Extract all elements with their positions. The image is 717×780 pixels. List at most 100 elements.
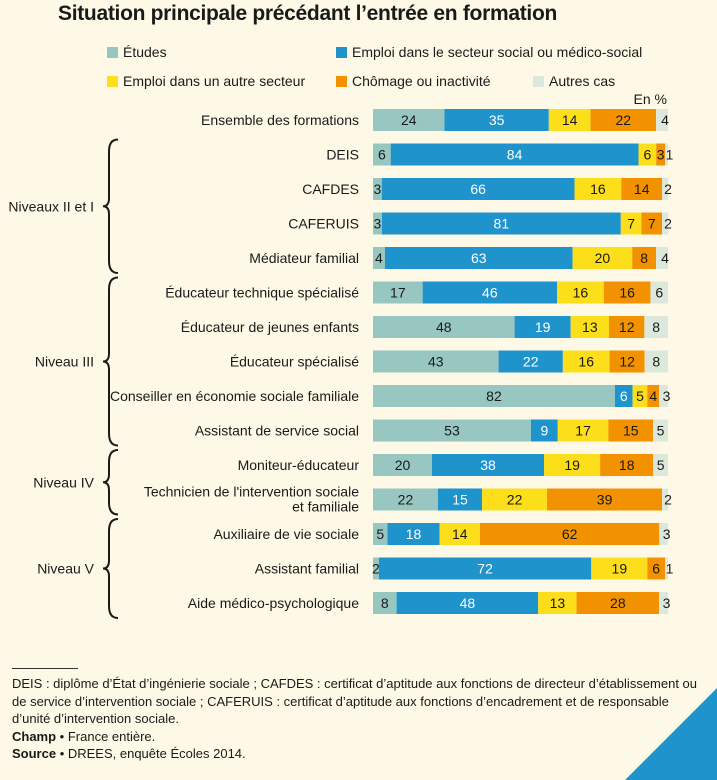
bar-segment-8-1 [614,385,633,407]
data-label-14-4: 3 [663,595,671,611]
data-label-4-2: 20 [595,250,611,266]
bar-segment-0-0 [373,109,445,131]
data-label-7-4: 8 [652,354,660,370]
bar-segment-11-3 [547,488,663,511]
data-label-2-1: 66 [470,181,486,197]
bar-segment-0-1 [444,109,549,131]
data-label-2-4: 2 [664,181,672,197]
stacked-bar-chart: Études Emploi dans le secteur social ou m… [8,44,674,619]
data-label-8-3: 4 [649,388,657,404]
data-label-4-4: 4 [661,250,669,266]
bar-segment-6-4 [644,316,668,338]
bar-segment-10-3 [600,454,654,476]
category-label-5: Éducateur technique spécialisé [165,285,359,301]
bar-segment-12-1 [387,523,440,545]
data-label-9-1: 9 [540,423,548,439]
bar-segment-6-0 [373,316,515,338]
data-label-3-3: 7 [648,216,656,232]
data-label-12-0: 5 [376,526,384,542]
data-label-7-0: 43 [428,354,444,370]
group-brace-2 [102,449,119,516]
champ-text: France entière. [67,728,156,744]
category-label-12: Auxiliaire de vie sociale [213,526,359,542]
bar-segment-4-0 [373,247,385,269]
bar-segment-8-3 [647,385,660,407]
bar-segment-11-4 [662,488,668,511]
bar-segment-14-0 [373,592,397,614]
data-label-0-0: 24 [401,112,417,128]
bar-segment-3-3 [641,212,663,235]
category-label-8: Conseiller en économie sociale familiale [110,388,359,404]
bar-segment-14-3 [576,592,660,614]
data-label-7-2: 16 [578,354,594,370]
group-label-0: Niveaux II et I [8,198,94,214]
bar-segment-9-2 [557,419,609,442]
data-label-9-0: 53 [444,423,460,439]
bar-segment-9-3 [608,419,654,442]
data-label-0-3: 22 [616,112,632,128]
data-label-1-0: 6 [378,147,386,163]
bar-segment-13-2 [591,557,648,580]
bar-segment-2-2 [574,178,622,200]
bar-segment-13-3 [647,557,666,580]
data-label-0-1: 35 [489,112,505,128]
data-label-2-3: 14 [634,181,650,197]
data-label-5-4: 6 [655,285,663,301]
bar-segment-6-2 [570,316,609,338]
category-label-10: Moniteur-éducateur [238,457,360,473]
unit-label: En % [634,91,667,107]
bar-segment-6-1 [514,316,571,338]
bar-segment-10-2 [544,454,601,476]
bar-segment-8-4 [659,385,668,407]
data-label-0-4: 4 [661,112,669,128]
legend-label-1: Emploi dans le secteur social ou médico-… [352,44,642,60]
data-label-8-0: 82 [486,388,502,404]
data-label-12-1: 18 [406,526,422,542]
bar-segment-3-2 [620,212,642,235]
data-label-6-1: 19 [535,319,551,335]
bar-segment-5-4 [650,281,668,304]
data-label-13-1: 72 [477,561,493,577]
bar-segment-2-4 [662,178,668,200]
legend-label-2: Emploi dans un autre secteur [123,73,305,89]
data-label-12-2: 14 [452,526,468,542]
bar-segment-1-1 [390,143,639,166]
bar-segment-3-4 [662,212,668,235]
data-label-2-0: 3 [373,181,381,197]
champ-label: Champ [12,728,57,744]
data-label-11-4: 2 [664,492,672,508]
data-label-6-0: 48 [436,319,452,335]
data-label-13-2: 19 [612,561,628,577]
data-label-5-3: 16 [619,285,635,301]
data-label-4-3: 8 [640,250,648,266]
bar-segment-14-4 [659,592,668,614]
data-label-14-2: 13 [550,595,566,611]
bar-segment-9-0 [373,419,531,442]
footer-definitions: DEIS : diplôme d’État d’ingénierie socia… [12,676,698,726]
data-label-8-2: 5 [636,388,644,404]
data-label-1-3: 3 [657,147,665,163]
data-label-3-1: 81 [494,216,510,232]
bar-segment-3-1 [381,212,621,235]
data-label-4-0: 4 [375,250,383,266]
data-label-1-4: 1 [666,147,674,163]
data-label-10-4: 5 [657,457,665,473]
group-label-2: Niveau IV [33,474,94,490]
data-label-11-1: 15 [452,492,468,508]
legend-swatch-3 [336,76,347,87]
legend-label-0: Études [123,44,167,60]
category-label-4: Médiateur familial [249,250,359,266]
bar-segment-13-0 [373,557,379,580]
group-label-1: Niveau III [35,354,94,370]
data-label-12-3: 62 [562,526,578,542]
data-label-6-3: 12 [619,319,635,335]
bar-segment-2-3 [621,178,663,200]
footer-champ: Champ • France entière. [12,728,156,744]
data-label-13-0: 2 [372,561,380,577]
bar-segment-12-2 [439,523,481,545]
chart-title: Situation principale précédant l’entrée … [58,2,557,25]
bar-segment-4-4 [656,247,668,269]
group-brace-3 [102,518,119,619]
bar-segment-14-2 [538,592,577,614]
data-label-4-1: 63 [471,250,487,266]
